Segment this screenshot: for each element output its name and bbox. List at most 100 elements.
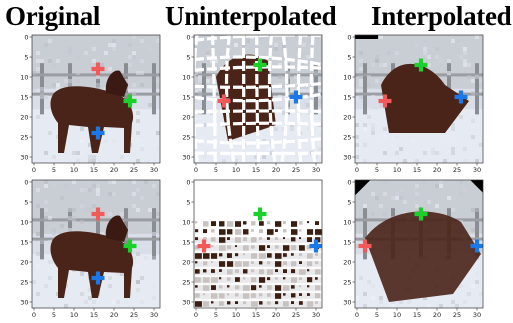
y-tick-label: 30 bbox=[182, 153, 190, 161]
keypoint-green bbox=[123, 94, 137, 108]
horse-head-p-r0-orig bbox=[105, 70, 128, 97]
y-tick-label: 25 bbox=[343, 278, 351, 286]
panel-row1-uninterpolated: 0 5 10 15 20 25 30 0 5 10 15 20 25 30 bbox=[182, 33, 324, 175]
column-title-original: Original bbox=[5, 1, 101, 31]
y-tick-label: 10 bbox=[20, 73, 28, 81]
keypoint-red bbox=[91, 62, 105, 76]
y-tick-label: 30 bbox=[182, 298, 190, 306]
y-tick-label: 15 bbox=[20, 238, 28, 246]
y-tick-label: 5 bbox=[186, 53, 190, 61]
keypoint-blue bbox=[309, 239, 322, 253]
x-tick-label: 30 bbox=[150, 311, 158, 319]
y-tick-label: 15 bbox=[182, 238, 190, 246]
keypoint-red bbox=[358, 239, 372, 253]
keypoint-green bbox=[253, 58, 267, 72]
keypoint-green bbox=[414, 58, 428, 72]
y-tick-label: 25 bbox=[343, 133, 351, 141]
x-tick-label: 30 bbox=[473, 166, 481, 174]
y-tick-label: 15 bbox=[343, 238, 351, 246]
panel-row2-interpolated: 0 5 10 15 20 25 30 0 5 10 15 20 25 30 bbox=[343, 178, 485, 320]
y-tick-label: 10 bbox=[182, 73, 190, 81]
column-title-uninterpolated: Uninterpolated bbox=[165, 1, 337, 31]
x-tick-label: 25 bbox=[292, 311, 300, 319]
x-tick-label: 25 bbox=[130, 166, 138, 174]
y-tick-label: 0 bbox=[24, 178, 28, 186]
x-tick-label: 10 bbox=[393, 311, 401, 319]
x-tick-label: 15 bbox=[252, 166, 260, 174]
y-tick-label: 25 bbox=[20, 278, 28, 286]
panel-row1-interpolated: 0 5 10 15 20 25 30 0 5 10 15 20 25 30 bbox=[343, 33, 485, 175]
keypoint-blue bbox=[91, 271, 105, 285]
image-p-r0-orig bbox=[32, 35, 160, 163]
y-tick-label: 20 bbox=[20, 258, 28, 266]
x-tick-label: 0 bbox=[32, 166, 36, 174]
y-tick-label: 25 bbox=[20, 133, 28, 141]
keypoint-red bbox=[197, 239, 211, 253]
keypoint-green bbox=[253, 207, 267, 221]
x-tick-label: 25 bbox=[130, 311, 138, 319]
horse-body-p-r0-orig bbox=[50, 86, 134, 153]
y-tick-label: 5 bbox=[24, 53, 28, 61]
y-tick-label: 30 bbox=[20, 153, 28, 161]
y-tick-label: 10 bbox=[20, 218, 28, 226]
keypoint-blue bbox=[470, 239, 483, 253]
x-tick-label: 10 bbox=[70, 166, 78, 174]
keypoint-blue bbox=[91, 126, 105, 140]
x-tick-label: 0 bbox=[355, 166, 359, 174]
x-tick-label: 15 bbox=[252, 311, 260, 319]
y-tick-label: 15 bbox=[20, 93, 28, 101]
x-tick-label: 0 bbox=[194, 166, 198, 174]
x-tick-label: 30 bbox=[473, 311, 481, 319]
x-tick-label: 20 bbox=[433, 166, 441, 174]
x-tick-label: 30 bbox=[312, 166, 320, 174]
axes-p-r1-unint: 0 5 10 15 20 25 30 0 5 10 15 20 25 30 bbox=[182, 178, 323, 319]
panel-row1-original: 0 5 10 15 20 25 30 0 5 10 15 20 25 30 bbox=[20, 33, 162, 175]
y-tick-label: 10 bbox=[182, 218, 190, 226]
axes-p-r0-orig: 0 5 10 15 20 25 30 0 5 10 15 20 25 30 bbox=[20, 33, 161, 174]
image-p-r1-unint bbox=[194, 180, 322, 308]
x-tick-label: 25 bbox=[453, 166, 461, 174]
y-tick-label: 10 bbox=[343, 218, 351, 226]
axes-p-r0-unint: 0 5 10 15 20 25 30 0 5 10 15 20 25 30 bbox=[182, 33, 323, 174]
y-tick-label: 25 bbox=[182, 133, 190, 141]
y-tick-label: 0 bbox=[186, 33, 190, 41]
column-title-interpolated: Interpolated bbox=[371, 1, 512, 31]
x-tick-label: 25 bbox=[292, 166, 300, 174]
x-tick-label: 30 bbox=[150, 166, 158, 174]
image-p-r1-int bbox=[355, 180, 483, 308]
keypoint-green bbox=[123, 239, 137, 253]
x-tick-label: 5 bbox=[214, 311, 218, 319]
keypoint-red bbox=[378, 94, 392, 108]
horse-head-p-r1-orig bbox=[105, 215, 128, 242]
y-tick-label: 0 bbox=[347, 33, 351, 41]
keypoint-red bbox=[91, 207, 105, 221]
panel-row2-uninterpolated: 0 5 10 15 20 25 30 0 5 10 15 20 25 30 bbox=[182, 178, 324, 320]
keypoint-blue bbox=[454, 90, 468, 104]
y-tick-label: 20 bbox=[343, 258, 351, 266]
axes-p-r0-int: 0 5 10 15 20 25 30 0 5 10 15 20 25 30 bbox=[343, 33, 484, 174]
x-tick-label: 10 bbox=[393, 166, 401, 174]
x-tick-label: 0 bbox=[194, 311, 198, 319]
y-tick-label: 5 bbox=[186, 198, 190, 206]
image-p-r0-int bbox=[355, 35, 483, 163]
horse-body-p-r1-orig bbox=[50, 231, 134, 298]
y-tick-label: 10 bbox=[343, 73, 351, 81]
y-tick-label: 0 bbox=[24, 33, 28, 41]
x-tick-label: 0 bbox=[355, 311, 359, 319]
axes-p-r1-int: 0 5 10 15 20 25 30 0 5 10 15 20 25 30 bbox=[343, 178, 484, 319]
x-tick-label: 10 bbox=[232, 166, 240, 174]
y-tick-label: 20 bbox=[20, 113, 28, 121]
x-tick-label: 20 bbox=[110, 166, 118, 174]
keypoint-blue bbox=[289, 90, 303, 104]
keypoint-green bbox=[414, 207, 428, 221]
x-tick-label: 20 bbox=[272, 311, 280, 319]
x-tick-label: 10 bbox=[232, 311, 240, 319]
x-tick-label: 5 bbox=[214, 166, 218, 174]
image-p-r0-unint bbox=[194, 35, 322, 163]
x-tick-label: 25 bbox=[453, 311, 461, 319]
x-tick-label: 15 bbox=[90, 166, 98, 174]
x-tick-label: 30 bbox=[312, 311, 320, 319]
y-tick-label: 20 bbox=[182, 258, 190, 266]
x-tick-label: 0 bbox=[32, 311, 36, 319]
panel-row2-original: 0 5 10 15 20 25 30 0 5 10 15 20 25 30 bbox=[20, 178, 162, 320]
